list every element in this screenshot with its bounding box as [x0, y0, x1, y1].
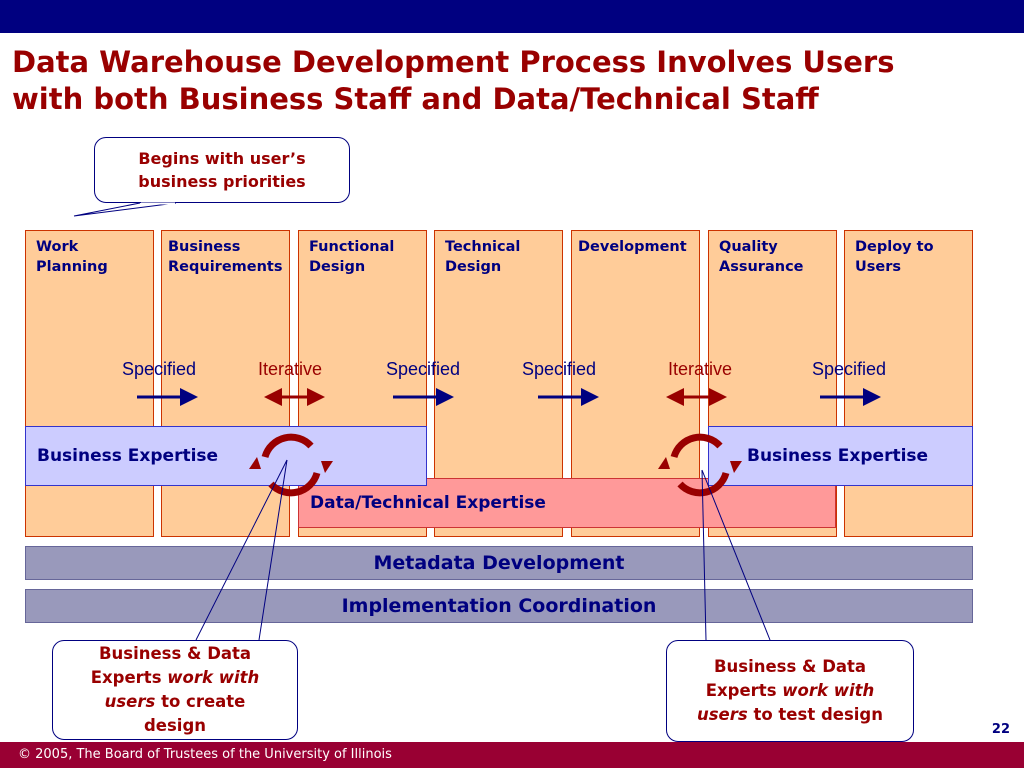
- slide-title: Data Warehouse Development Process Invol…: [12, 44, 1012, 118]
- transition-label-iterative: Iterative: [258, 359, 323, 379]
- callout-tail: [73, 202, 177, 217]
- slide-title-line-2: with both Business Staff and Data/Techni…: [12, 82, 819, 116]
- business-expertise-band-left: Business Expertise: [25, 426, 427, 486]
- transition-label-iterative: Iterative: [668, 359, 733, 379]
- slide-title-line-1: Data Warehouse Development Process Invol…: [12, 45, 895, 79]
- callout-emphasis: work with users: [696, 681, 875, 724]
- callout-test-design: Business & Data Experts work with users …: [666, 640, 914, 742]
- implementation-coordination-bar: Implementation Coordination: [25, 589, 973, 623]
- header-bar: [0, 0, 1024, 33]
- transition-label-specified: Specified: [812, 359, 887, 379]
- page-number: 22: [991, 722, 1010, 737]
- callout-create-design-text: Business & Data Experts work with users …: [75, 642, 275, 738]
- stage-label: Development: [578, 239, 687, 255]
- implementation-coordination-label: Implementation Coordination: [341, 595, 657, 617]
- stage-label: Work Planning: [36, 239, 108, 275]
- business-expertise-band-right: Business Expertise: [708, 426, 973, 486]
- stage-business-requirements: Business Requirements: [161, 230, 290, 537]
- callout-business-priorities: Begins with user’s business priorities: [94, 137, 350, 203]
- business-expertise-label: Business Expertise: [37, 446, 219, 466]
- stage-label: Quality Assurance: [719, 239, 804, 275]
- callout-test-design-text: Business & Data Experts work with users …: [685, 655, 895, 727]
- copyright-text: © 2005, The Board of Trustees of the Uni…: [18, 747, 392, 762]
- stage-work-planning: Work Planning: [25, 230, 154, 537]
- stage-deploy-to-users: Deploy to Users: [844, 230, 973, 537]
- callout-text: to test design: [753, 705, 883, 724]
- transition-label-specified: Specified: [122, 359, 197, 379]
- callout-create-design: Business & Data Experts work with users …: [52, 640, 298, 740]
- metadata-development-label: Metadata Development: [373, 552, 625, 574]
- footer-bar: © 2005, The Board of Trustees of the Uni…: [0, 742, 1024, 768]
- transition-label-specified: Specified: [386, 359, 461, 379]
- stage-label: Functional Design: [309, 239, 395, 275]
- callout-text: to create design: [143, 692, 246, 735]
- callout-business-priorities-text: Begins with user’s business priorities: [138, 149, 306, 191]
- transition-label-specified: Specified: [522, 359, 597, 379]
- stage-label: Business Requirements: [168, 239, 283, 275]
- data-technical-expertise-label: Data/Technical Expertise: [310, 493, 546, 513]
- stage-label: Technical Design: [445, 239, 521, 275]
- callout-text: Business & Data Experts: [90, 644, 252, 687]
- metadata-development-bar: Metadata Development: [25, 546, 973, 580]
- callout-text: Business & Data Experts: [705, 657, 867, 700]
- stage-label: Deploy to Users: [855, 239, 934, 275]
- callout-emphasis: work with users: [104, 668, 260, 711]
- business-expertise-label: Business Expertise: [747, 446, 929, 466]
